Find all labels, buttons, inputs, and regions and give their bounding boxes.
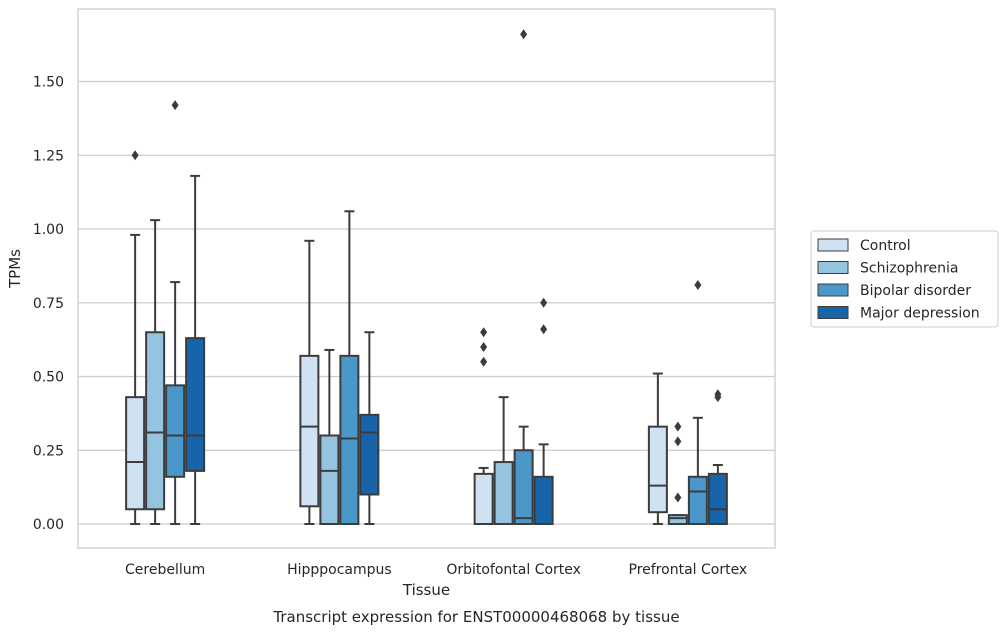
box-3-2 xyxy=(687,280,708,525)
outlier-point xyxy=(540,297,548,308)
box-iqr xyxy=(145,331,166,511)
outlier-point xyxy=(480,327,488,338)
y-tick-label: 1.50 xyxy=(33,75,64,91)
outlier-point xyxy=(674,492,682,503)
box-iqr xyxy=(493,461,514,525)
box-iqr xyxy=(339,354,360,525)
box-iqr xyxy=(299,354,320,508)
box-iqr xyxy=(319,434,340,525)
y-tick-label: 1.00 xyxy=(33,222,64,238)
box-1-1 xyxy=(319,348,340,525)
box-1-3 xyxy=(359,331,380,525)
legend-swatch xyxy=(817,238,849,252)
box-groups xyxy=(125,29,728,526)
box-iqr xyxy=(165,384,186,478)
box-0-1 xyxy=(145,219,166,525)
plot-frame xyxy=(77,8,776,549)
y-tick-label: 0.50 xyxy=(33,370,64,386)
outlier-point xyxy=(714,389,722,400)
box-0-0 xyxy=(125,150,146,525)
box-2-0 xyxy=(473,327,494,526)
legend-label: Schizophrenia xyxy=(860,261,958,277)
outlier-point xyxy=(540,324,548,335)
x-tick-label: Orbitofontal Cortex xyxy=(446,562,581,578)
y-tick-labels: 0.00 0.25 0.50 0.75 1.00 1.25 1.50 xyxy=(33,75,64,534)
chart-caption: Transcript expression for ENST0000046806… xyxy=(272,608,679,626)
box-3-0 xyxy=(647,372,668,525)
outlier-point xyxy=(171,100,179,111)
legend-label: Control xyxy=(860,238,911,254)
legend-label: Major depression xyxy=(860,306,980,322)
box-iqr xyxy=(513,449,534,525)
box-iqr xyxy=(125,396,146,511)
box-iqr xyxy=(687,475,708,525)
box-1-0 xyxy=(299,239,320,525)
box-0-2 xyxy=(165,100,186,525)
outlier-point xyxy=(674,421,682,432)
x-tick-label: Cerebellum xyxy=(125,562,205,578)
x-tick-labels: Cerebellum Hipppocampus Orbitofontal Corte… xyxy=(125,562,747,578)
box-2-2 xyxy=(513,29,534,525)
outlier-point xyxy=(694,280,702,291)
outlier-point xyxy=(131,150,139,161)
box-iqr xyxy=(667,514,688,526)
box-iqr xyxy=(185,337,206,472)
y-tick-label: 0.75 xyxy=(33,296,64,312)
outlier-point xyxy=(674,436,682,447)
box-0-3 xyxy=(185,174,206,525)
box-2-3 xyxy=(533,297,554,525)
x-axis-label: Tissue xyxy=(402,581,450,599)
box-iqr xyxy=(359,413,380,496)
outlier-point xyxy=(480,356,488,367)
legend-swatch xyxy=(817,261,849,274)
legend-box xyxy=(810,230,999,328)
box-3-3 xyxy=(707,389,728,526)
box-iqr xyxy=(707,472,728,526)
box-iqr xyxy=(533,475,554,525)
box-3-1 xyxy=(667,421,688,526)
outlier-point xyxy=(480,342,488,352)
box-2-1 xyxy=(493,396,514,525)
y-axis-label: TPMs xyxy=(6,249,24,289)
y-tick-label: 0.25 xyxy=(33,443,64,459)
legend-swatch xyxy=(817,306,849,319)
x-tick-label: Prefrontal Cortex xyxy=(629,562,748,578)
y-tick-label: 1.25 xyxy=(33,148,64,164)
legend-label: Bipolar disorder xyxy=(860,283,971,299)
box-iqr xyxy=(647,425,668,514)
y-tick-label: 0.00 xyxy=(33,517,64,533)
legend-swatch xyxy=(817,283,849,297)
legend: Control Schizophrenia Bipolar disorder Majo… xyxy=(810,230,999,328)
box-iqr xyxy=(473,472,494,526)
box-1-2 xyxy=(339,210,360,525)
x-tick-label: Hipppocampus xyxy=(287,562,392,578)
outlier-point xyxy=(520,29,528,40)
